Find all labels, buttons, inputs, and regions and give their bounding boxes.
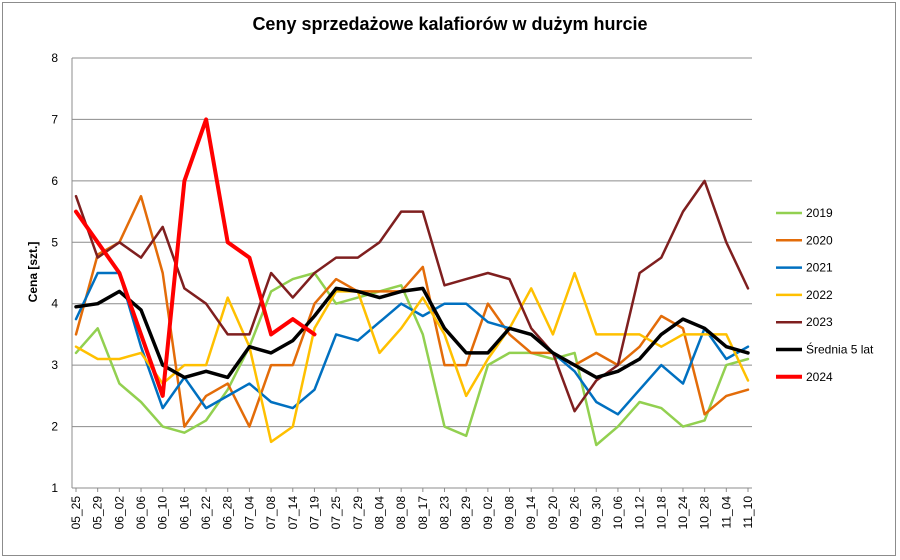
y-tick-labels: 1 2 3 4 5 6 7 8 [51,51,58,495]
y-axis-label: Cena [szt.] [26,242,40,303]
x-tick-label: 10_28 [698,496,712,530]
x-tick-label: 08_29 [459,496,473,530]
x-tick-label: 08_23 [438,496,452,530]
series-line-2022 [74,271,750,444]
x-tick-label: 06_06 [134,496,148,530]
x-tick-label: 07_29 [351,496,365,530]
x-tick-label: 10_12 [633,496,647,530]
x-tick-label: 05_29 [91,496,105,530]
y-tick-label: 5 [51,235,58,249]
legend-label-2024: 2024 [806,370,833,384]
x-tick-label: 10_18 [654,496,668,530]
series-line-2019 [74,271,750,447]
series-line-2020 [74,194,750,428]
legend: 2019 2020 2021 2022 2023 Średnia 5 lat 2024 [776,206,874,384]
y-tick-label: 4 [51,297,58,311]
axes [71,58,752,492]
x-tick-label: 08_04 [372,496,386,530]
x-tick-label: 07_25 [329,496,343,530]
y-tick-label: 1 [51,481,58,495]
x-tick-label: 05_25 [69,496,83,530]
x-tick-labels: 05_25 05_29 06_02 06_06 06_10 06_16 06_22 06_28… [69,496,755,530]
x-tick-label: 09_14 [524,496,538,530]
x-tick-label: 06_10 [156,496,170,530]
legend-label-2019: 2019 [806,206,833,220]
legend-label--rednia-5-lat: Średnia 5 lat [806,342,874,357]
y-tick-label: 6 [51,174,58,188]
legend-label-2021: 2021 [806,261,833,275]
legend-label-2023: 2023 [806,315,833,329]
x-tick-label: 11_04 [719,496,733,529]
x-tick-label: 09_20 [546,496,560,530]
x-tick-label: 06_22 [199,496,213,530]
series-line-2021 [74,271,750,416]
legend-label-2022: 2022 [806,288,833,302]
series-line-2023 [74,179,750,413]
x-tick-label: 07_14 [286,496,300,530]
series-line-2024 [74,117,317,398]
x-tick-label: 09_30 [589,496,603,530]
x-tick-label: 08_08 [394,496,408,530]
x-tick-label: 07_08 [264,496,278,530]
x-tick-label: 06_28 [221,496,235,530]
x-tick-label: 10_24 [676,496,690,530]
y-tick-label: 3 [51,358,58,372]
x-tick-label: 09_02 [481,496,495,530]
chart-title: Ceny sprzedażowe kalafiorów w dużym hurc… [252,14,648,34]
x-tick-label: 06_02 [112,496,126,530]
x-tick-label: 07_04 [242,496,256,530]
x-tick-label: 10_06 [611,496,625,530]
y-tick-label: 2 [51,420,58,434]
x-tick-label: 09_08 [503,496,517,530]
x-tick-label: 08_17 [416,496,430,530]
y-tick-label: 8 [51,51,58,65]
legend-label-2020: 2020 [806,233,833,247]
x-tick-label: 07_19 [307,496,321,530]
x-tick-label: 09_26 [568,496,582,530]
series-lines [74,117,750,447]
x-tick-label: 06_16 [177,496,191,530]
x-tick-label: 11_10 [741,496,755,529]
series-line--rednia-5-lat [74,286,750,380]
y-tick-label: 7 [51,112,58,126]
